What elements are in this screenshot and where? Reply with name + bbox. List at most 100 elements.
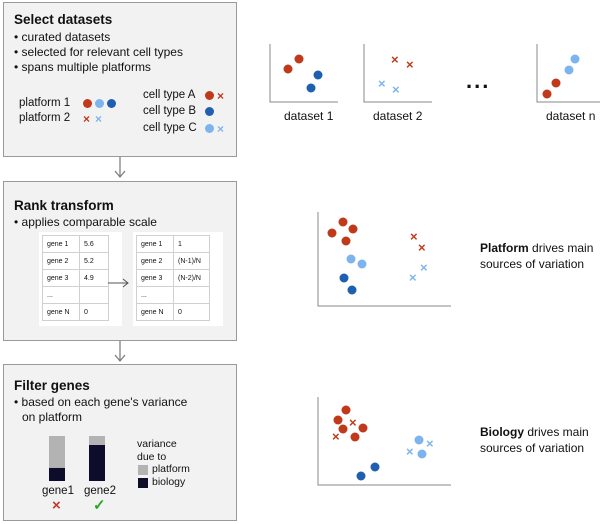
bar-biology-segment (49, 467, 65, 481)
cell-c-cross: × (217, 122, 225, 136)
table-row: gene 3 (N-2)/N (136, 269, 210, 287)
bar-biology-segment (89, 445, 105, 481)
point-blue (370, 462, 380, 472)
table-row: gene 2 (N-1)/N (136, 252, 210, 270)
gene-cell: gene N (42, 303, 80, 321)
point-cross-red: × (418, 240, 426, 255)
transform-arrow-icon (108, 278, 129, 288)
table-before-wrapper: gene 1 5.6 gene 2 5.2 gene 3 4.9 ... gene N… (39, 232, 122, 326)
rank-cell: (N-2)/N (173, 269, 210, 287)
point-lightblue (357, 259, 367, 269)
point-red (551, 78, 561, 88)
point-blue (347, 285, 357, 295)
gene2-label: gene2 (84, 485, 116, 497)
point-cross-lightblue: × (378, 76, 386, 91)
value-cell (79, 286, 109, 304)
rank-transform-panel: Rank transform applies comparable scale … (3, 181, 237, 341)
point-cross-lightblue: × (420, 260, 428, 275)
filter-genes-bullets: based on each gene's variance (14, 395, 188, 410)
table-row: gene 2 5.2 (42, 252, 109, 270)
legend-dot-lightblue (95, 99, 104, 108)
gene-cell: gene N (136, 303, 174, 321)
dataset-n-label: dataset n (546, 109, 596, 123)
legend-platform-label: platform (152, 463, 190, 475)
point-blue (306, 83, 316, 93)
rank-cell: 0 (173, 303, 210, 321)
point-red (338, 424, 348, 434)
gene-cell: gene 2 (136, 252, 174, 270)
bar-platform-segment (49, 436, 65, 468)
gene-cell: gene 3 (42, 269, 80, 287)
cell-type-a-label: cell type A (143, 89, 196, 101)
biology-annotation-bold: Biology (480, 425, 524, 439)
point-cross-red: × (349, 415, 357, 430)
legend-biology-swatch (138, 478, 148, 488)
filter-genes-panel: Filter genes based on each gene's varian… (3, 364, 237, 521)
gene-cell: gene 1 (42, 235, 80, 253)
point-red (283, 64, 293, 74)
gene1-label: gene1 (42, 485, 74, 497)
biology-annotation: Biology drives main sources of variation (480, 424, 589, 456)
bullet-item: selected for relevant cell types (14, 45, 183, 60)
legend-platform-swatch (138, 465, 148, 475)
bar-platform-segment (89, 436, 105, 445)
point-cross-lightblue: × (409, 270, 417, 285)
point-lightblue (417, 449, 427, 459)
platform-1-label: platform 1 (19, 97, 71, 109)
legend-dot-red (83, 99, 92, 108)
select-datasets-title: Select datasets (14, 12, 113, 27)
legend-dot-blue (107, 99, 116, 108)
table-row: gene 1 5.6 (42, 235, 109, 253)
point-blue (339, 273, 349, 283)
legend-title-line1: variance (137, 438, 177, 450)
point-red (348, 224, 358, 234)
dataset-2-plot: × × × × (363, 44, 432, 103)
rank-transform-bullets: applies comparable scale (14, 215, 157, 230)
bullet-item: applies comparable scale (14, 215, 157, 230)
dataset-n-plot (536, 44, 600, 103)
rank-cell: 1 (173, 235, 210, 253)
gene-cell: gene 3 (136, 269, 174, 287)
dataset-2-label: dataset 2 (373, 109, 423, 123)
cross-icon: × (52, 497, 61, 514)
cell-type-b-label: cell type B (143, 105, 197, 117)
point-red (294, 54, 304, 64)
point-lightblue (564, 65, 574, 75)
biology-annotation-text: drives main (524, 425, 589, 439)
platform-2-label: platform 2 (19, 112, 71, 124)
table-row: ... (42, 286, 109, 304)
point-cross-red: × (391, 52, 399, 67)
cell-a-dot (205, 91, 214, 100)
gene-cell: ... (42, 286, 80, 304)
gene-cell: gene 1 (136, 235, 174, 253)
point-red (338, 217, 348, 227)
point-lightblue (346, 254, 356, 264)
bullet-item: spans multiple platforms (14, 60, 183, 75)
gene-cell: ... (136, 286, 174, 304)
platform-annotation-bold: Platform (480, 241, 529, 255)
legend-cross-lightblue: × (95, 112, 103, 126)
bullet-continuation: on platform (22, 410, 83, 424)
cell-a-cross: × (217, 89, 225, 103)
ellipsis: ... (466, 68, 491, 93)
point-cross-lightblue: × (426, 436, 434, 451)
cell-type-c-label: cell type C (143, 122, 197, 134)
select-datasets-bullets: curated datasets selected for relevant c… (14, 30, 183, 75)
point-cross-lightblue: × (406, 444, 414, 459)
dataset-1-plot (269, 44, 338, 103)
variance-bars (49, 436, 105, 481)
point-red (542, 89, 552, 99)
point-red (358, 423, 368, 433)
point-lightblue (414, 435, 424, 445)
point-red (333, 415, 343, 425)
gene-cell: gene 2 (42, 252, 80, 270)
expression-table: gene 1 5.6 gene 2 5.2 gene 3 4.9 ... gene N… (42, 235, 109, 321)
legend-title-line2: due to (137, 451, 167, 463)
point-blue (313, 70, 323, 80)
table-row: gene 3 4.9 (42, 269, 109, 287)
